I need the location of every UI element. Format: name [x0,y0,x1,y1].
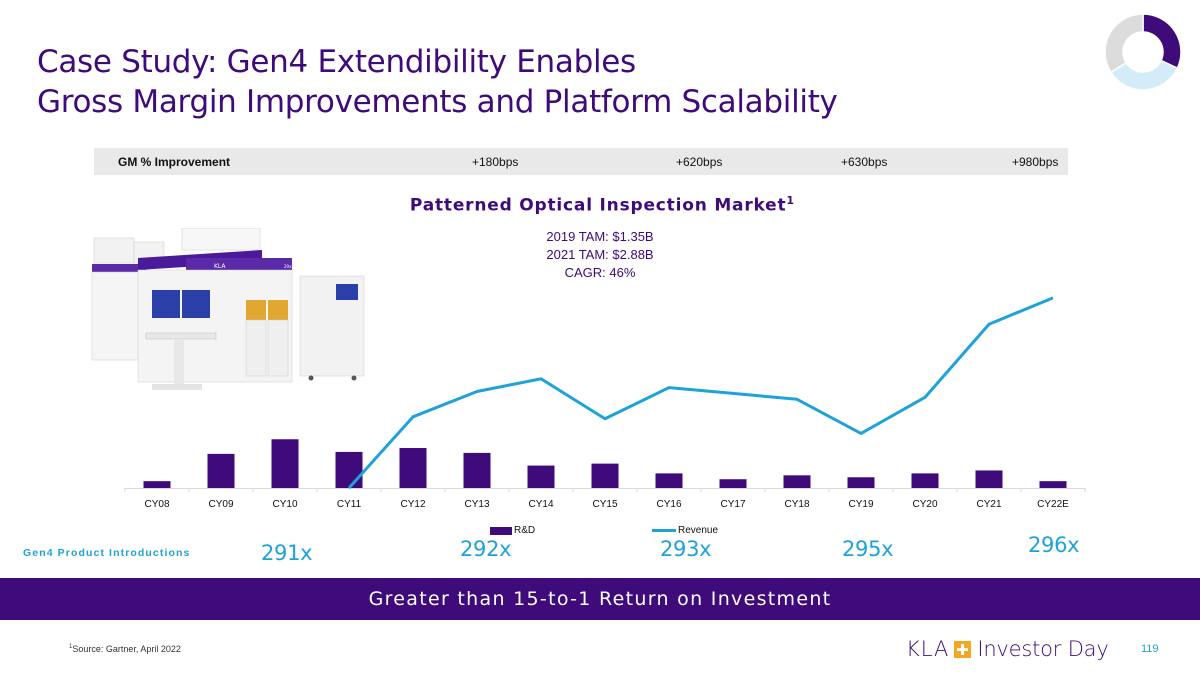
slide-title-line-2: Gross Margin Improvements and Platform S… [37,84,838,120]
gen4-product-introductions-label: Gen4 Product Introductions [23,547,191,559]
legend-rd-label: R&D [514,525,536,536]
x-tick-label-cy20: CY20 [912,499,937,510]
chart-title: Patterned Optical Inspection Market1 [409,194,795,216]
legend-revenue-swatch [652,529,676,532]
bar-rd-cy17 [719,479,747,488]
gm-value-293x: +620bps [676,155,723,169]
bar-rd-cy10 [271,439,299,488]
gm-improvement-label: GM % Improvement [118,155,231,169]
kla-investor-day-logo: KLA Investor Day [906,636,1109,662]
x-tick-label-cy21: CY21 [976,499,1001,510]
bar-rd-cy16 [655,473,683,488]
svg-text:KLA: KLA [214,263,226,270]
x-tick-label-cy11: CY11 [337,499,362,510]
tam-2019: 2019 TAM: $1.35B [546,229,654,244]
product-292x: 292x [460,537,512,561]
bar-rd-cy22e [1039,481,1067,488]
gm-value-292x: +180bps [472,155,519,169]
bar-rd-cy15 [591,463,619,488]
bar-rd-cy18 [783,475,811,488]
product-296x: 296x [1028,533,1080,557]
legend-revenue-label: Revenue [678,525,719,536]
bar-rd-cy21 [975,470,1003,488]
x-tick-label-cy16: CY16 [656,499,681,510]
x-tick-label-cy09: CY09 [208,499,233,510]
kla-plus-icon [954,640,972,658]
slide-title-line-1: Case Study: Gen4 Extendibility Enables [37,44,636,80]
product-291x: 291x [261,541,313,565]
bar-rd-cy12 [399,448,427,488]
slide-title: Case Study: Gen4 Extendibility Enables G… [37,42,838,122]
legend-revenue: Revenue [652,525,718,536]
x-tick-label-cy12: CY12 [400,499,425,510]
x-tick-label-cy13: CY13 [464,499,489,510]
tam-summary: 2019 TAM: $1.35B 2021 TAM: $2.88B CAGR: … [0,228,1200,282]
gm-value-295x: +630bps [841,155,888,169]
bar-rd-cy11 [335,451,363,488]
gm-improvement-row: GM % Improvement +180bps +620bps +630bps… [94,148,1068,175]
bar-rd-cy09 [207,453,235,488]
x-tick-label-cy15: CY15 [592,499,617,510]
bar-rd-cy20 [911,473,939,488]
x-tick-label-cy10: CY10 [272,499,297,510]
donut-segment-remaining [1104,13,1144,74]
bar-rd-cy19 [847,477,875,488]
revenue-line [347,296,1054,490]
svg-text:29xx: 29xx [284,264,294,269]
x-tick-label-cy17: CY17 [720,499,745,510]
kla-wordmark: KLA [906,637,950,661]
x-tick-label-cy08: CY08 [144,499,169,510]
x-tick-label-cy19: CY19 [848,499,873,510]
product-293x: 293x [660,537,712,561]
progress-donut-icon [1104,13,1182,91]
x-tick-label-cy18: CY18 [784,499,809,510]
legend-rd: R&D [490,525,535,536]
investor-day-text: Investor Day [977,637,1109,661]
inspection-system-image: KLA 29xx [91,228,365,390]
roi-banner: Greater than 15-to-1 Return on Investmen… [0,578,1200,620]
bar-rd-cy14 [527,465,555,488]
tam-2021: 2021 TAM: $2.88B [546,247,654,262]
gm-value-296x: +980bps [1012,155,1059,169]
legend-rd-swatch [490,526,512,535]
page-number: 119 [1141,643,1159,655]
bar-rd-cy08 [143,481,171,488]
bar-rd-cy13 [463,452,491,488]
tam-cagr: CAGR: 46% [564,265,636,280]
product-295x: 295x [842,537,894,561]
source-footnote: 1Source: Gartner, April 2022 [69,644,181,654]
x-tick-label-cy22e: CY22E [1037,499,1069,510]
x-tick-label-cy14: CY14 [528,499,553,510]
footnote-marker: 1 [786,194,795,207]
